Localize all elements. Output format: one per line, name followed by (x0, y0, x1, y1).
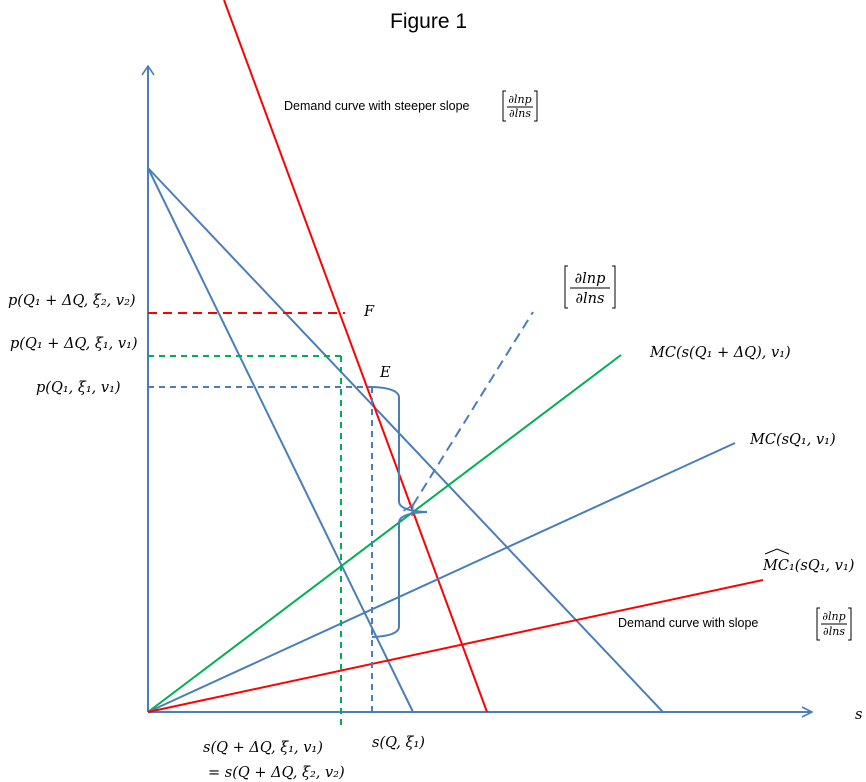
steep-demand-label: Demand curve with steeper slope ∂lnp ∂ln… (284, 91, 537, 121)
demand-curve-line (148, 168, 663, 712)
mc-hat-label: MC₁(sQ₁, v₁) (762, 558, 854, 574)
demand-slope-label: Demand curve with slope ∂lnp ∂lns (618, 608, 851, 640)
mc-line (148, 443, 735, 712)
mid-bracket-left (565, 266, 568, 308)
steep-frac-num: ∂lnp (508, 93, 531, 106)
steep-frac-den: ∂lns (509, 107, 531, 120)
mid-bracket-right (612, 266, 615, 308)
mc-shifted-label: MC(s(Q₁ + ΔQ), v₁) (649, 345, 791, 361)
demand-bracket-right (848, 608, 851, 640)
mc-label: MC(sQ₁, v₁) (749, 432, 836, 448)
steep-bracket-left (503, 91, 506, 121)
mid-slope-label: ∂lnp ∂lns (565, 266, 615, 308)
mc-hat-accent (765, 549, 789, 554)
demand-bracket-left (817, 608, 820, 640)
quantity-base-label: s(Q, ξ₁) (372, 735, 425, 751)
mid-frac-num: ∂lnp (575, 271, 606, 287)
mid-frac-den: ∂lns (576, 291, 605, 307)
steep-demand-text: Demand curve with steeper slope (284, 99, 470, 113)
point-e-label: E (379, 365, 391, 381)
inner-demand-line (148, 168, 413, 712)
demand-text: Demand curve with slope (618, 616, 758, 630)
price-xi1-shifted-label: p(Q₁ + ΔQ, ξ₁, v₁) (10, 336, 138, 352)
quantity-shifted-label: s(Q + ΔQ, ξ₁, v₁) (203, 740, 323, 756)
figure-title: Figure 1 (390, 10, 467, 33)
mc-shifted-line (148, 355, 621, 712)
price-base-label: p(Q₁, ξ₁, v₁) (36, 380, 121, 396)
demand-frac-den: ∂lns (823, 625, 845, 638)
steep-bracket-right (534, 91, 537, 121)
quantity-equal-label: = s(Q + ΔQ, ξ₂, v₂) (208, 765, 345, 781)
price-xi2-label: p(Q₁ + ΔQ, ξ₂, v₂) (8, 293, 136, 309)
x-axis-label: s (855, 707, 862, 723)
demand-frac-num: ∂lnp (822, 610, 845, 623)
mc-hat-line (148, 580, 763, 712)
slope-pointer-arrow (413, 312, 533, 505)
point-f-label: F (363, 304, 375, 320)
